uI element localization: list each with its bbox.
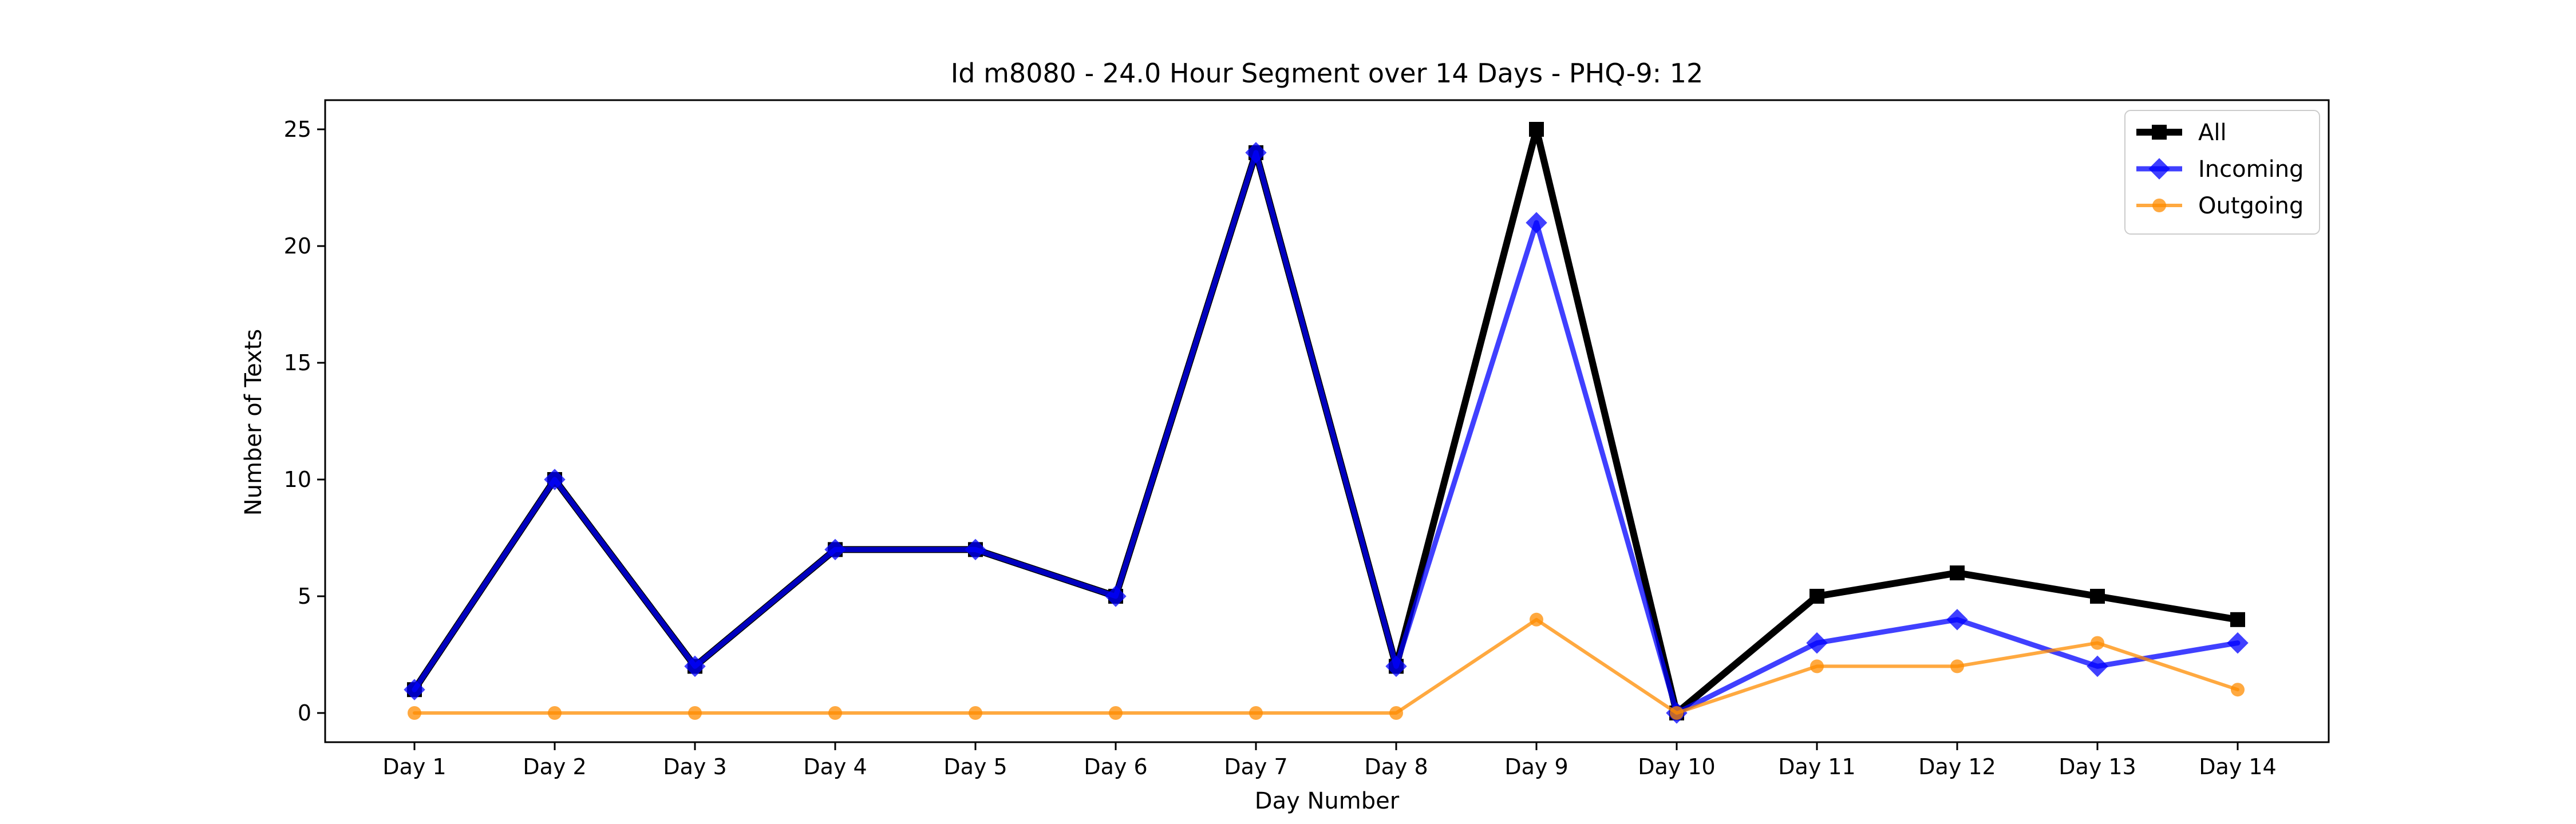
data-point-outgoing	[1670, 706, 1684, 720]
data-point-outgoing	[1109, 706, 1123, 720]
y-axis-label: Number of Texts	[240, 329, 267, 516]
data-point-outgoing	[548, 706, 562, 720]
data-point-incoming	[1946, 609, 1968, 631]
data-point-all	[1809, 589, 1824, 604]
data-point-incoming	[544, 469, 566, 490]
x-tick-label: Day 1	[382, 754, 446, 779]
data-point-outgoing	[1389, 706, 1403, 720]
plot-area: 0 5 10 15 20 25 Day 1 Day 2 Day 3 Day 4 Day 5 Day 6…	[284, 117, 2277, 779]
data-point-incoming	[1526, 212, 1547, 233]
x-tick-label: Day 11	[1778, 754, 1855, 779]
x-tick-label: Day 10	[1638, 754, 1715, 779]
x-tick-label: Day 4	[803, 754, 867, 779]
y-tick-label: 10	[284, 467, 311, 492]
data-point-all	[2230, 612, 2245, 627]
series-outgoing	[408, 612, 2245, 720]
plot-frame	[324, 99, 2330, 743]
legend-marker-incoming	[2148, 158, 2170, 180]
data-point-outgoing	[2091, 636, 2104, 650]
data-point-outgoing	[408, 706, 421, 720]
data-point-incoming	[1105, 585, 1127, 607]
data-point-all	[2090, 589, 2105, 604]
x-tick-label: Day 8	[1364, 754, 1428, 779]
y-tick-label: 20	[284, 233, 311, 259]
data-point-outgoing	[1249, 706, 1263, 720]
data-point-all	[1950, 565, 1965, 581]
data-point-incoming	[824, 538, 846, 561]
y-tick-label: 15	[284, 350, 311, 375]
data-point-incoming	[404, 679, 425, 700]
legend-marker-all	[2152, 125, 2167, 140]
legend-label-all: All	[2198, 120, 2227, 146]
data-point-incoming	[965, 538, 986, 561]
data-point-outgoing	[969, 706, 982, 720]
x-tick-label: Day 7	[1224, 754, 1287, 779]
data-point-incoming	[2227, 632, 2249, 654]
x-axis-label: Day Number	[1255, 788, 1400, 814]
chart-title: Id m8080 - 24.0 Hour Segment over 14 Day…	[951, 58, 1704, 89]
data-point-incoming	[1806, 632, 1828, 654]
series-incoming	[404, 142, 2249, 724]
data-point-outgoing	[1950, 659, 1964, 674]
x-tick-label: Day 12	[1918, 754, 1996, 779]
legend-marker-outgoing	[2152, 199, 2166, 212]
x-tick-label: Day 6	[1084, 754, 1147, 779]
data-point-outgoing	[1530, 612, 1543, 627]
data-point-incoming	[2087, 655, 2108, 678]
x-tick-label: Day 3	[663, 754, 726, 779]
data-point-outgoing	[828, 706, 842, 720]
data-point-incoming	[684, 655, 706, 678]
data-point-incoming	[1385, 655, 1407, 678]
legend-label-incoming: Incoming	[2198, 156, 2304, 183]
x-tick-label: Day 9	[1504, 754, 1568, 779]
series-line-all	[411, 126, 2241, 716]
x-tick-label: Day 5	[943, 754, 1007, 779]
series-line-outgoing	[413, 617, 2239, 715]
series-all	[407, 122, 2245, 720]
x-tick-label: Day 14	[2199, 754, 2276, 779]
y-tick-label: 25	[284, 117, 311, 142]
data-point-outgoing	[1810, 659, 1824, 674]
data-point-all	[1529, 122, 1544, 137]
legend-box	[2124, 110, 2320, 235]
legend-label-outgoing: Outgoing	[2198, 193, 2304, 219]
data-point-outgoing	[688, 706, 702, 720]
data-point-outgoing	[2231, 683, 2245, 697]
series-line-incoming	[412, 150, 2241, 716]
data-point-incoming	[1245, 142, 1267, 164]
y-tick-label: 0	[298, 700, 311, 726]
y-tick-label: 5	[298, 584, 311, 609]
legend: All Incoming Outgoing	[2124, 110, 2320, 235]
x-tick-label: Day 13	[2059, 754, 2136, 779]
x-tick-label: Day 2	[523, 754, 586, 779]
